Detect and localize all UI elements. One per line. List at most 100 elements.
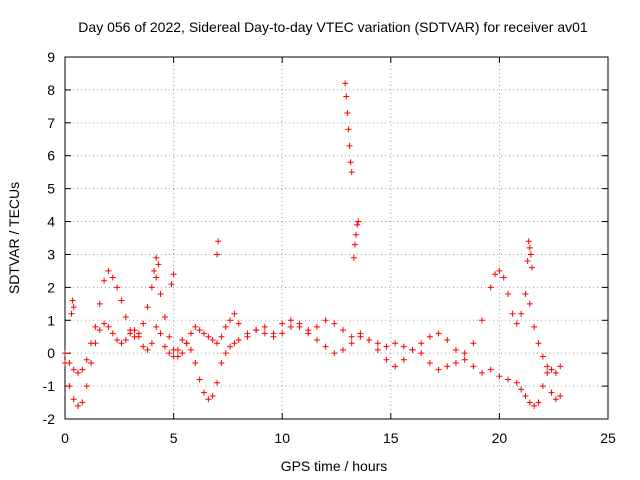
data-point [487,284,494,291]
data-point [531,323,538,330]
data-point [513,320,520,327]
data-point [345,126,352,133]
data-point [548,389,555,396]
data-point [470,363,477,370]
x-tick-label: 5 [170,430,178,446]
data-point [322,343,329,350]
series-2 [62,320,564,409]
data-point [70,396,77,403]
data-point [522,290,529,297]
data-point [544,369,551,376]
data-point [487,366,494,373]
data-point [505,376,512,383]
data-point [174,346,181,353]
data-point [62,350,68,357]
data-point [222,323,229,330]
data-point [92,323,99,330]
data-point [215,238,222,245]
data-point [435,330,442,337]
data-point [153,323,160,330]
data-point [400,343,407,350]
data-point [348,333,355,340]
data-point [157,330,164,337]
data-point [170,271,177,278]
data-point [170,353,177,360]
data-point [88,360,95,367]
data-point [525,238,532,245]
data-point [340,327,347,334]
data-point [109,330,116,337]
data-point [68,310,75,317]
data-point [279,330,286,337]
data-point [218,360,225,367]
data-point [539,383,546,390]
data-point [231,340,238,347]
data-point [96,327,103,334]
data-point [151,267,158,274]
data-point [548,366,555,373]
data-point [383,356,390,363]
data-point [187,330,194,337]
data-point [444,337,451,344]
y-tick-label: -2 [43,411,56,427]
y-tick-label: -1 [43,378,56,394]
data-point [527,251,534,258]
data-point [109,274,116,281]
data-point [322,317,329,324]
data-point [287,323,294,330]
data-point [518,310,525,317]
data-point [531,402,538,409]
data-point [296,320,303,327]
y-tick-label: 1 [47,312,55,328]
data-point [157,290,164,297]
data-point [168,281,175,288]
data-point [114,284,121,291]
data-point [209,392,216,399]
data-point [235,320,242,327]
data-point [409,346,416,353]
data-point [452,360,459,367]
y-tick-label: 6 [47,148,55,164]
data-point [183,340,190,347]
x-tick-label: 20 [492,430,508,446]
chart-title: Day 056 of 2022, Sidereal Day-to-day VTE… [78,19,588,35]
data-point [244,333,251,340]
data-point [201,389,208,396]
data-point [140,343,147,350]
data-point [192,323,199,330]
data-point [153,254,160,261]
data-point [140,320,147,327]
data-point [70,366,77,373]
data-point [355,218,362,225]
data-point [214,340,221,347]
data-point [354,221,361,228]
x-tick-label: 10 [274,430,290,446]
data-point [346,142,353,149]
data-point [105,323,112,330]
data-point [62,360,68,367]
data-point [101,320,108,327]
data-point [552,369,559,376]
data-point [69,297,76,304]
y-tick-label: 8 [47,82,55,98]
data-point [261,330,268,337]
data-point [426,360,433,367]
data-point [114,337,121,344]
y-tick-label: 7 [47,115,55,131]
data-point [118,297,125,304]
data-point [479,369,486,376]
data-point [166,350,173,357]
data-point [79,366,86,373]
data-point [122,337,129,344]
data-point [513,379,520,386]
data-point [557,392,564,399]
data-point [518,386,525,393]
data-point [222,350,229,357]
data-point [179,337,186,344]
y-tick-label: 5 [47,181,55,197]
data-point [83,383,90,390]
data-point [539,353,546,360]
data-point [96,300,103,307]
y-tick-label: 0 [47,345,55,361]
data-point [196,376,203,383]
